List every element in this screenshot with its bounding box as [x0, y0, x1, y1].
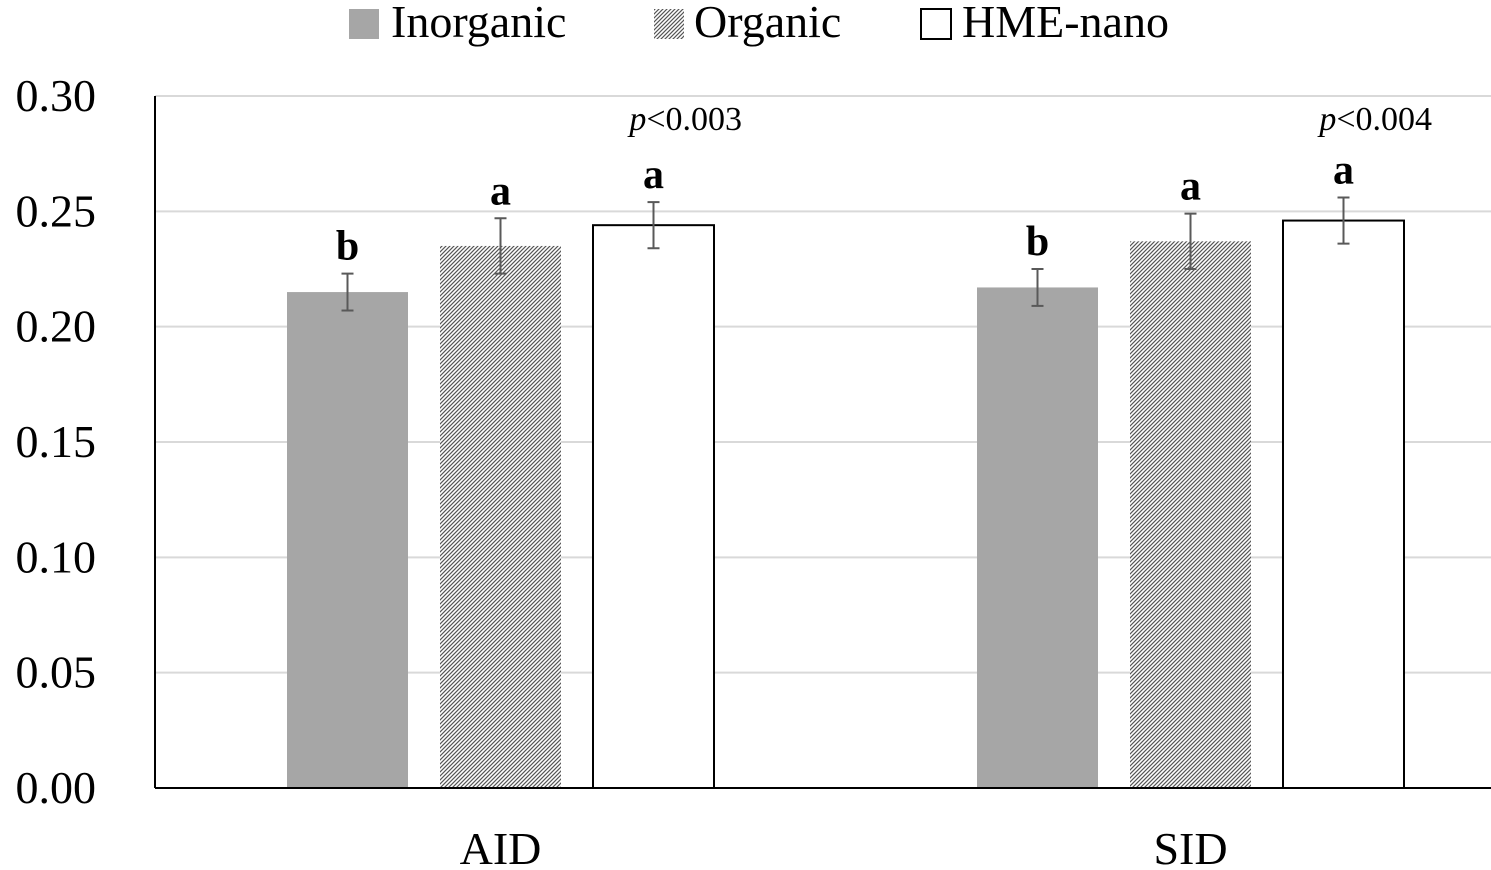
legend-item-hme-nano: HME-nano — [920, 0, 1169, 47]
legend-swatch-hme-nano — [920, 8, 952, 40]
legend-label-inorganic: Inorganic — [391, 0, 566, 47]
p-value-label: p<0.004 — [1317, 101, 1432, 138]
legend-label-hme-nano: HME-nano — [962, 0, 1169, 47]
bar-hme-nano-sid — [1282, 219, 1405, 789]
bar-organic-aid — [440, 245, 561, 788]
error-bars — [341, 196, 1350, 312]
y-tick-label: 0.10 — [16, 531, 97, 582]
p-value-prefix: p — [1317, 101, 1336, 138]
significance-letter: a — [490, 168, 511, 214]
legend-item-organic: Organic — [654, 0, 841, 47]
significance-letter: a — [1180, 164, 1201, 210]
significance-letter: b — [336, 224, 359, 270]
y-tick-label: 0.20 — [16, 301, 97, 352]
x-tick-label: AID — [460, 823, 542, 870]
p-value-text: <0.004 — [1336, 101, 1432, 138]
y-tick-label: 0.25 — [16, 185, 97, 236]
p-value-prefix: p — [627, 101, 646, 138]
x-tick-label: SID — [1153, 823, 1227, 870]
significance-letter: a — [1333, 147, 1354, 193]
legend-label-organic: Organic — [694, 0, 841, 47]
bar-inorganic-aid — [287, 292, 408, 788]
bar-inorganic-sid — [977, 287, 1098, 788]
y-tick-label: 0.00 — [16, 762, 97, 813]
y-tick-label: 0.15 — [16, 416, 97, 467]
y-tick-label: 0.30 — [16, 70, 97, 121]
x-axis-labels: AID SID — [460, 823, 1228, 870]
bars — [287, 219, 1405, 789]
legend-item-inorganic: Inorganic — [349, 0, 566, 47]
y-axis-ticks: 0.00 0.05 0.10 0.15 0.20 0.25 0.30 — [16, 70, 97, 813]
p-value-labels: p<0.003 p<0.004 — [627, 101, 1432, 138]
legend-swatch-inorganic — [349, 9, 379, 39]
legend: Inorganic Organic HME-nano — [349, 0, 1169, 47]
y-tick-label: 0.05 — [16, 647, 97, 698]
p-value-text: <0.003 — [646, 101, 742, 138]
significance-letter: b — [1026, 219, 1049, 265]
significance-letters: b a a b a a — [336, 147, 1354, 269]
legend-swatch-organic — [654, 9, 684, 39]
bar-organic-sid — [1130, 241, 1251, 788]
bar-hme-nano-aid — [592, 224, 715, 789]
p-value-label: p<0.003 — [627, 101, 742, 138]
axes — [154, 96, 1491, 789]
significance-letter: a — [643, 152, 664, 198]
